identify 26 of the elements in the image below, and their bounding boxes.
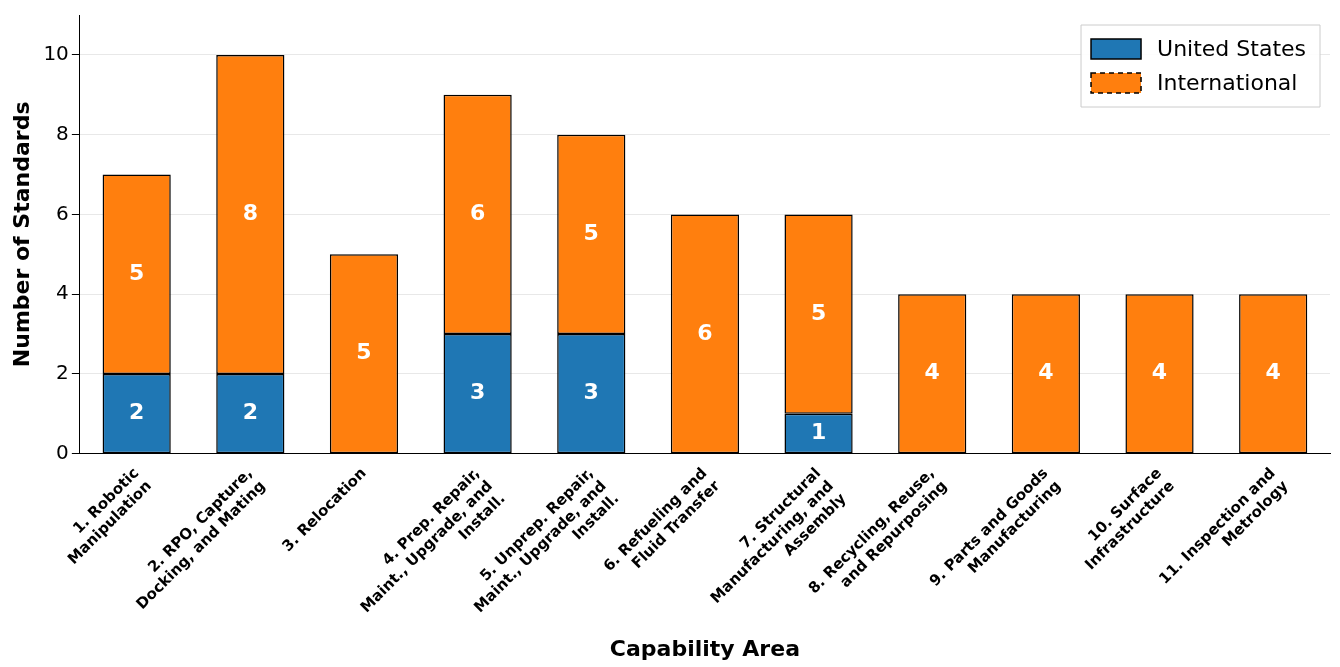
y-tick-label: 8 <box>56 120 69 145</box>
y-tick-label: 0 <box>56 439 69 464</box>
data-label: 5 <box>583 220 599 246</box>
y-axis-title: Number of Standards <box>8 101 34 368</box>
data-label: 4 <box>1151 359 1168 385</box>
data-label: 6 <box>469 200 486 226</box>
data-label: 2 <box>242 399 258 425</box>
data-label: 5 <box>129 259 145 285</box>
data-label: 8 <box>242 200 258 226</box>
data-label: 4 <box>1265 359 1281 385</box>
data-label: 6 <box>697 319 713 345</box>
x-axis-title: Capability Area <box>609 635 800 661</box>
y-tick-label: 10 <box>43 41 69 66</box>
data-label: 4 <box>924 359 940 385</box>
legend-label: United States <box>1157 35 1307 61</box>
data-label: 3 <box>469 379 486 405</box>
data-label: 4 <box>1038 359 1054 385</box>
data-label: 5 <box>810 299 827 325</box>
y-tick-label: 4 <box>56 280 69 305</box>
data-label: 2 <box>129 399 145 425</box>
data-label: 1 <box>810 419 827 445</box>
legend-label: International <box>1157 69 1298 95</box>
y-tick-label: 2 <box>56 360 69 385</box>
y-tick-label: 6 <box>56 200 69 225</box>
data-label: 5 <box>356 339 372 365</box>
data-label: 3 <box>583 379 599 405</box>
